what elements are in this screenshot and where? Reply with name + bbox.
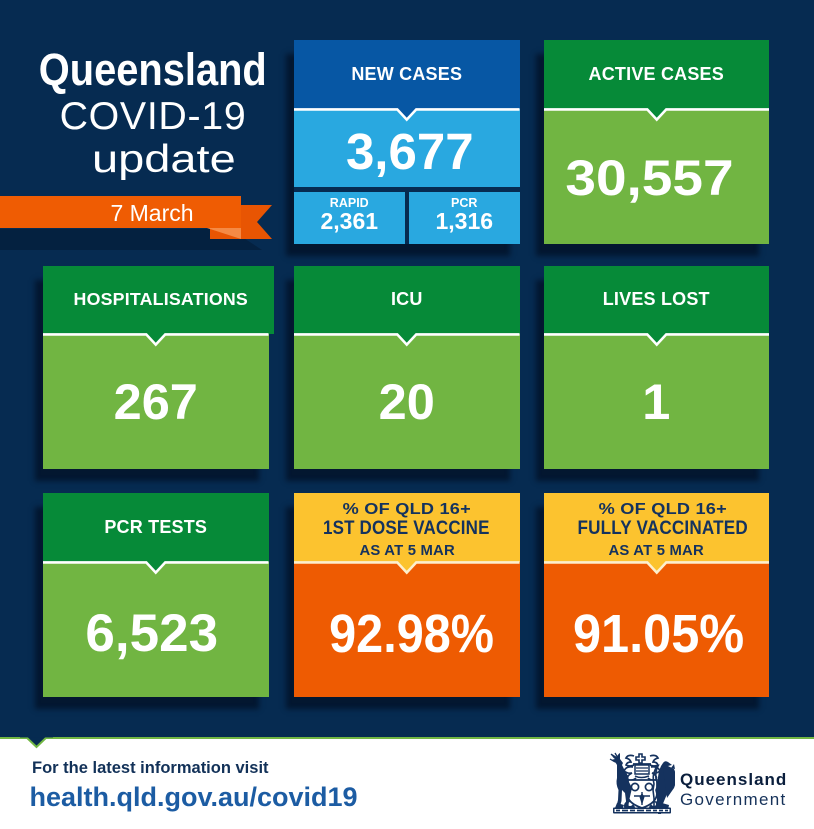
svg-text:7 March: 7 March: [110, 200, 193, 226]
